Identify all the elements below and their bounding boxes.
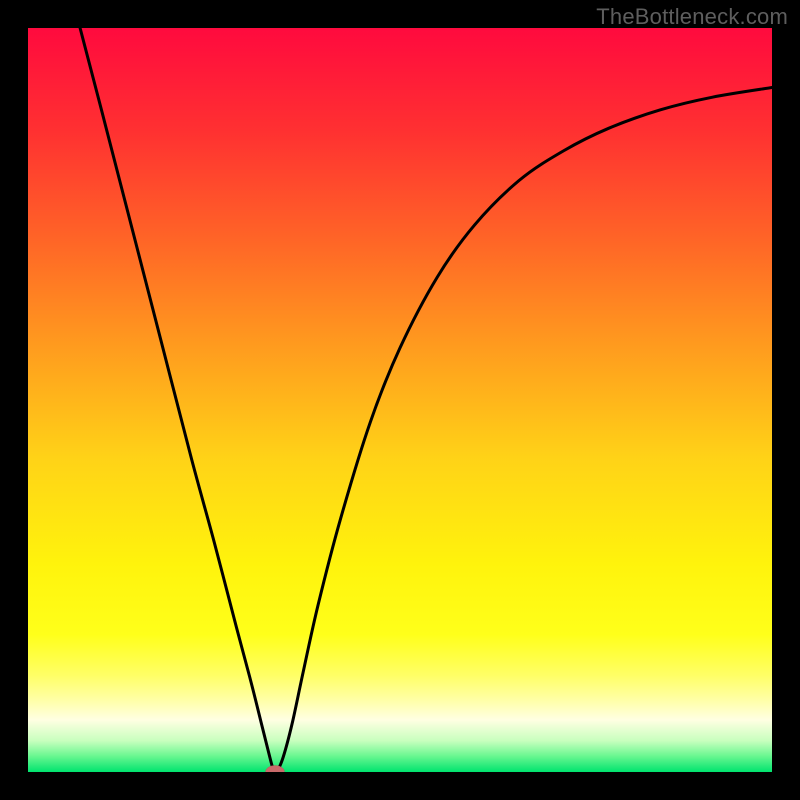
bottleneck-chart — [0, 0, 800, 800]
watermark-text: TheBottleneck.com — [596, 4, 788, 30]
plot-background — [28, 28, 772, 772]
